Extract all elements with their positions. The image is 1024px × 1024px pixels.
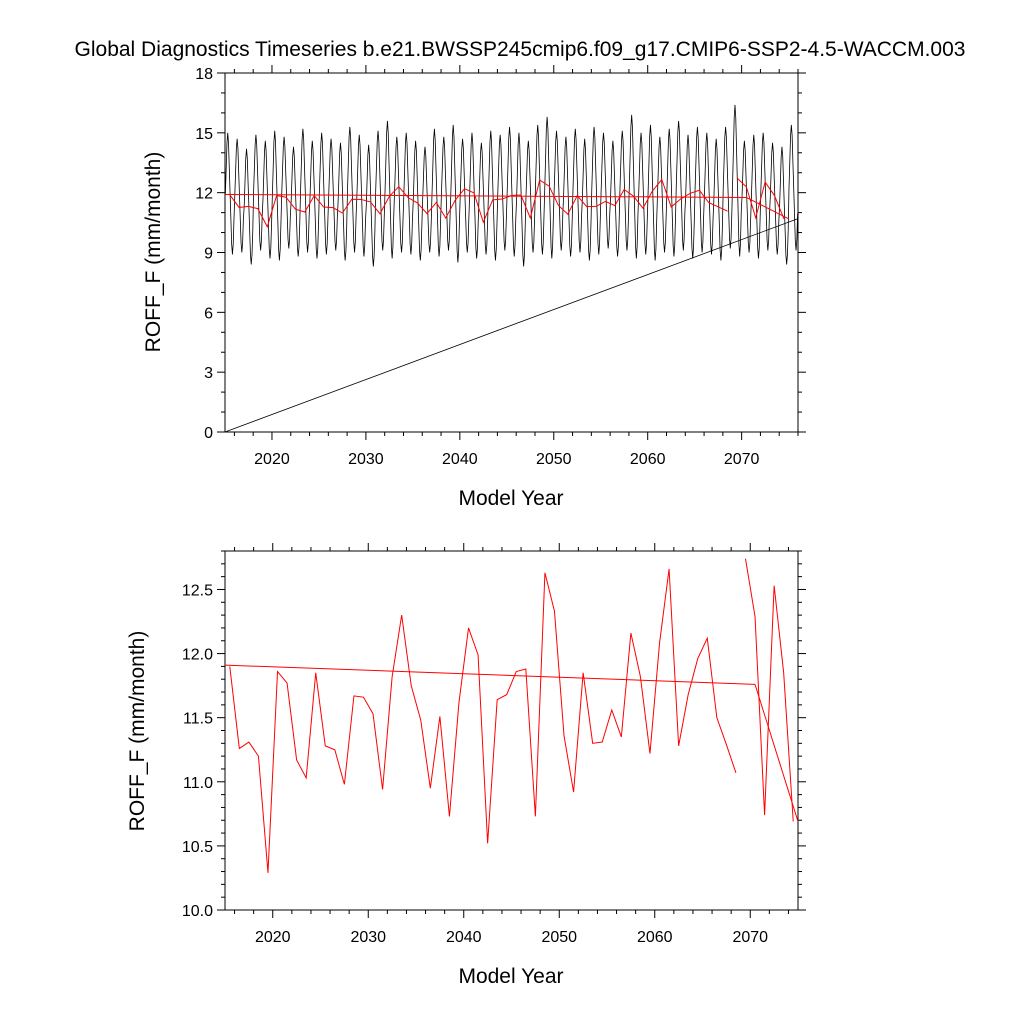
x-axis-label-top: Model Year	[458, 487, 563, 510]
annual-mean-tail-line	[744, 558, 794, 822]
annual-mean-tail-line	[736, 177, 785, 220]
x-tick-label: 2030	[348, 451, 384, 468]
y-tick-label: 11.5	[183, 711, 213, 728]
tick-marks-bottom	[217, 543, 806, 918]
x-tick-labels-top: 2020 2030 2040 2050 2060 2070	[254, 451, 759, 468]
y-axis-label-top: ROFF_F (mm/month)	[142, 152, 165, 353]
x-tick-label: 2060	[637, 929, 673, 946]
monthly-series-line	[224, 104, 799, 267]
annual-mean-line	[229, 568, 737, 873]
y-tick-label: 3	[204, 365, 213, 382]
y-tick-label: 11.0	[183, 775, 213, 792]
x-axis-label-bottom: Model Year	[458, 965, 563, 988]
x-tick-label: 2040	[442, 451, 478, 468]
y-tick-labels-bottom: 10.0 10.5 11.0 11.5 12.0 12.5	[182, 582, 213, 920]
x-tick-label: 2030	[350, 929, 386, 946]
series-group-bottom	[224, 558, 799, 873]
annual-mean-fit-line	[224, 664, 756, 685]
x-tick-labels-bottom: 2020 2030 2040 2050 2060 2070	[255, 929, 768, 946]
tick-marks-top	[217, 65, 806, 440]
annual-mean-line	[229, 178, 728, 229]
y-tick-label: 10.5	[182, 839, 213, 856]
series-group-top	[224, 104, 799, 433]
y-tick-labels-top: 0 3 6 9 12 15 18	[195, 66, 213, 442]
x-tick-label: 2070	[724, 451, 760, 468]
y-tick-label: 12.0	[182, 647, 213, 664]
x-tick-label: 2040	[446, 929, 482, 946]
y-tick-label: 15	[195, 126, 213, 143]
annual-mean-fit-line	[224, 193, 747, 198]
figure-title: Global Diagnostics Timeseries b.e21.BWSS…	[75, 38, 966, 61]
x-tick-label: 2050	[536, 451, 572, 468]
panel-annual-timeseries: 2020 2030 2040 2050 2060 2070 10.0 10.5 …	[126, 543, 806, 988]
panel-monthly-timeseries: 2020 2030 2040 2050 2060 2070 0 3 6 9 12…	[142, 65, 806, 510]
x-tick-label: 2020	[255, 929, 291, 946]
y-tick-label: 18	[195, 66, 213, 83]
x-tick-label: 2020	[254, 451, 290, 468]
y-tick-label: 0	[204, 425, 213, 442]
x-tick-label: 2060	[630, 451, 666, 468]
diagonal-trend-line	[224, 218, 799, 433]
x-tick-label: 2050	[541, 929, 577, 946]
y-tick-label: 9	[204, 246, 213, 263]
y-tick-label: 12	[195, 186, 213, 203]
y-axis-label-bottom: ROFF_F (mm/month)	[126, 631, 149, 832]
annual-end-fit-line	[746, 197, 789, 220]
y-tick-label: 12.5	[182, 582, 213, 599]
annual-end-fit-line	[754, 684, 799, 822]
y-tick-label: 10.0	[182, 903, 213, 920]
x-tick-label: 2070	[732, 929, 768, 946]
y-tick-label: 6	[204, 305, 213, 322]
